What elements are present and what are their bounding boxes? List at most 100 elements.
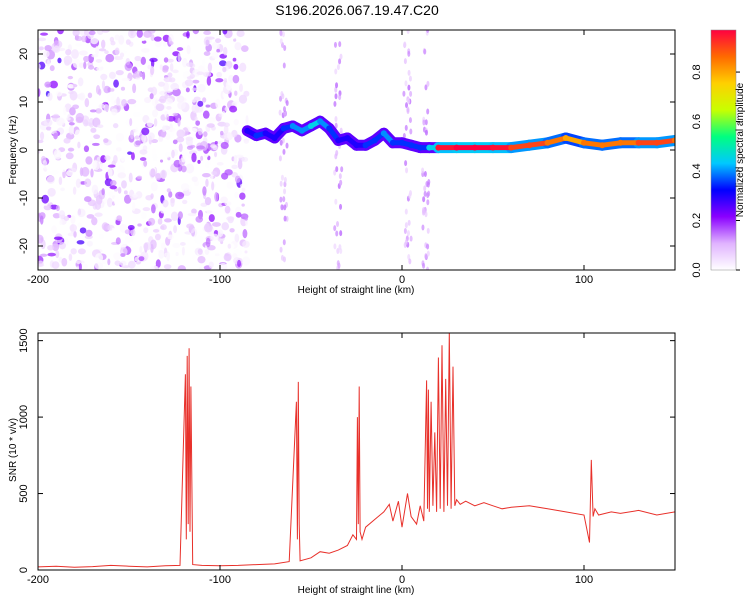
heatmap-speckle (75, 178, 81, 188)
heatmap-speckle (175, 191, 185, 200)
heatmap-speckle (282, 62, 286, 69)
heatmap-speckle (282, 148, 286, 155)
heatmap-speckle (91, 184, 99, 195)
heatmap-speckle (167, 234, 174, 240)
heatmap-speckle (224, 253, 229, 257)
heatmap-speckle (406, 108, 410, 115)
heatmap-speckle (51, 225, 57, 234)
heatmap-speckle (77, 141, 81, 149)
heatmap-speckle (104, 50, 109, 55)
heatmap-speckle (67, 84, 74, 89)
heatmap-speckle (179, 242, 186, 246)
heatmap-speckle (38, 37, 47, 42)
heatmap-speckle (336, 64, 340, 71)
heatmap-speckle (143, 242, 152, 251)
heatmap-speckle (426, 250, 430, 257)
heatmap-speckle (125, 39, 131, 45)
heatmap-speckle (172, 69, 179, 74)
snr-y-tick-label: 0 (18, 567, 30, 573)
heatmap-speckle (214, 151, 218, 158)
heatmap-speckle (211, 222, 221, 227)
heatmap-speckle (117, 49, 127, 55)
heatmap-speckle (79, 227, 87, 234)
heatmap-y-tick-label: 10 (18, 96, 30, 108)
heatmap-speckle (279, 38, 283, 45)
heatmap-speckle (78, 50, 88, 56)
heatmap-speckle (140, 56, 146, 65)
heatmap-speckle (192, 79, 200, 84)
heatmap-speckle (51, 261, 60, 269)
heatmap-speckle (168, 191, 173, 198)
colorbar-tick-label: 0.8 (691, 64, 703, 79)
heatmap-speckle (422, 196, 426, 203)
heatmap-speckle (427, 190, 431, 197)
heatmap-speckle (141, 142, 150, 151)
heatmap-speckle (159, 64, 163, 71)
heatmap-speckle (49, 170, 59, 175)
heatmap-speckle (106, 197, 113, 208)
heatmap-speckle (127, 30, 137, 39)
heatmap-speckle (424, 253, 428, 260)
heatmap-ridge-segment (599, 140, 623, 148)
heatmap-speckle (170, 211, 179, 221)
heatmap-speckle (234, 175, 241, 183)
heatmap-speckle (423, 48, 427, 55)
heatmap-ridge-point (353, 142, 360, 149)
heatmap-x-tick-label: 0 (399, 274, 405, 286)
heatmap-speckle (139, 149, 148, 155)
heatmap-ridge-point (490, 144, 496, 151)
heatmap-speckle (178, 143, 183, 152)
heatmap-speckle (203, 30, 212, 35)
heatmap-speckle (212, 145, 218, 151)
heatmap-speckle (195, 120, 201, 126)
heatmap-speckle (186, 45, 191, 55)
heatmap-speckle (108, 71, 116, 80)
heatmap-ridge-point (672, 137, 675, 144)
heatmap-speckle (334, 93, 338, 100)
heatmap-speckle (281, 31, 285, 38)
heatmap-speckle (147, 132, 155, 141)
heatmap-speckle (197, 127, 203, 136)
heatmap-speckle (124, 62, 133, 72)
heatmap-speckle (89, 109, 97, 113)
heatmap-speckle (278, 155, 282, 162)
heatmap-speckle (155, 173, 161, 181)
heatmap-speckle (124, 229, 131, 235)
heatmap-speckle (282, 106, 286, 113)
heatmap-speckle (120, 239, 127, 249)
heatmap-speckle (189, 74, 196, 79)
heatmap-speckle (56, 117, 65, 126)
snr-x-ticks: -200 -100 0 100 (27, 333, 593, 586)
heatmap-speckle (116, 215, 123, 222)
heatmap-ridge-point (617, 139, 624, 146)
heatmap-speckle (241, 45, 249, 53)
colorbar-tick-label: 0.2 (691, 213, 703, 228)
heatmap-speckle (197, 248, 203, 255)
heatmap-ridge-point (280, 125, 287, 132)
heatmap-speckle (120, 86, 126, 91)
heatmap-speckle (334, 122, 338, 129)
heatmap-speckle (168, 41, 174, 46)
heatmap-speckle (198, 266, 203, 270)
heatmap-speckle (53, 45, 61, 53)
heatmap-speckle (100, 73, 108, 81)
heatmap-speckle (142, 207, 151, 212)
heatmap-y-tick-label: -10 (18, 190, 30, 206)
heatmap-speckle (46, 33, 54, 43)
heatmap-speckle (44, 81, 52, 88)
heatmap-speckle (231, 172, 238, 178)
heatmap-speckle (160, 208, 166, 214)
heatmap-speckle (63, 215, 70, 222)
heatmap-speckle (221, 222, 230, 231)
heatmap-speckle (101, 30, 110, 33)
heatmap-speckle (335, 82, 339, 89)
heatmap-speckle (181, 57, 188, 68)
heatmap-speckle (108, 191, 114, 198)
heatmap-speckle (64, 59, 71, 66)
heatmap-speckle (76, 240, 85, 245)
heatmap-speckle (404, 208, 408, 215)
heatmap-speckle (139, 245, 143, 254)
heatmap-speckle (53, 132, 58, 140)
heatmap-speckle (179, 119, 187, 127)
snr-series-line (38, 333, 675, 568)
